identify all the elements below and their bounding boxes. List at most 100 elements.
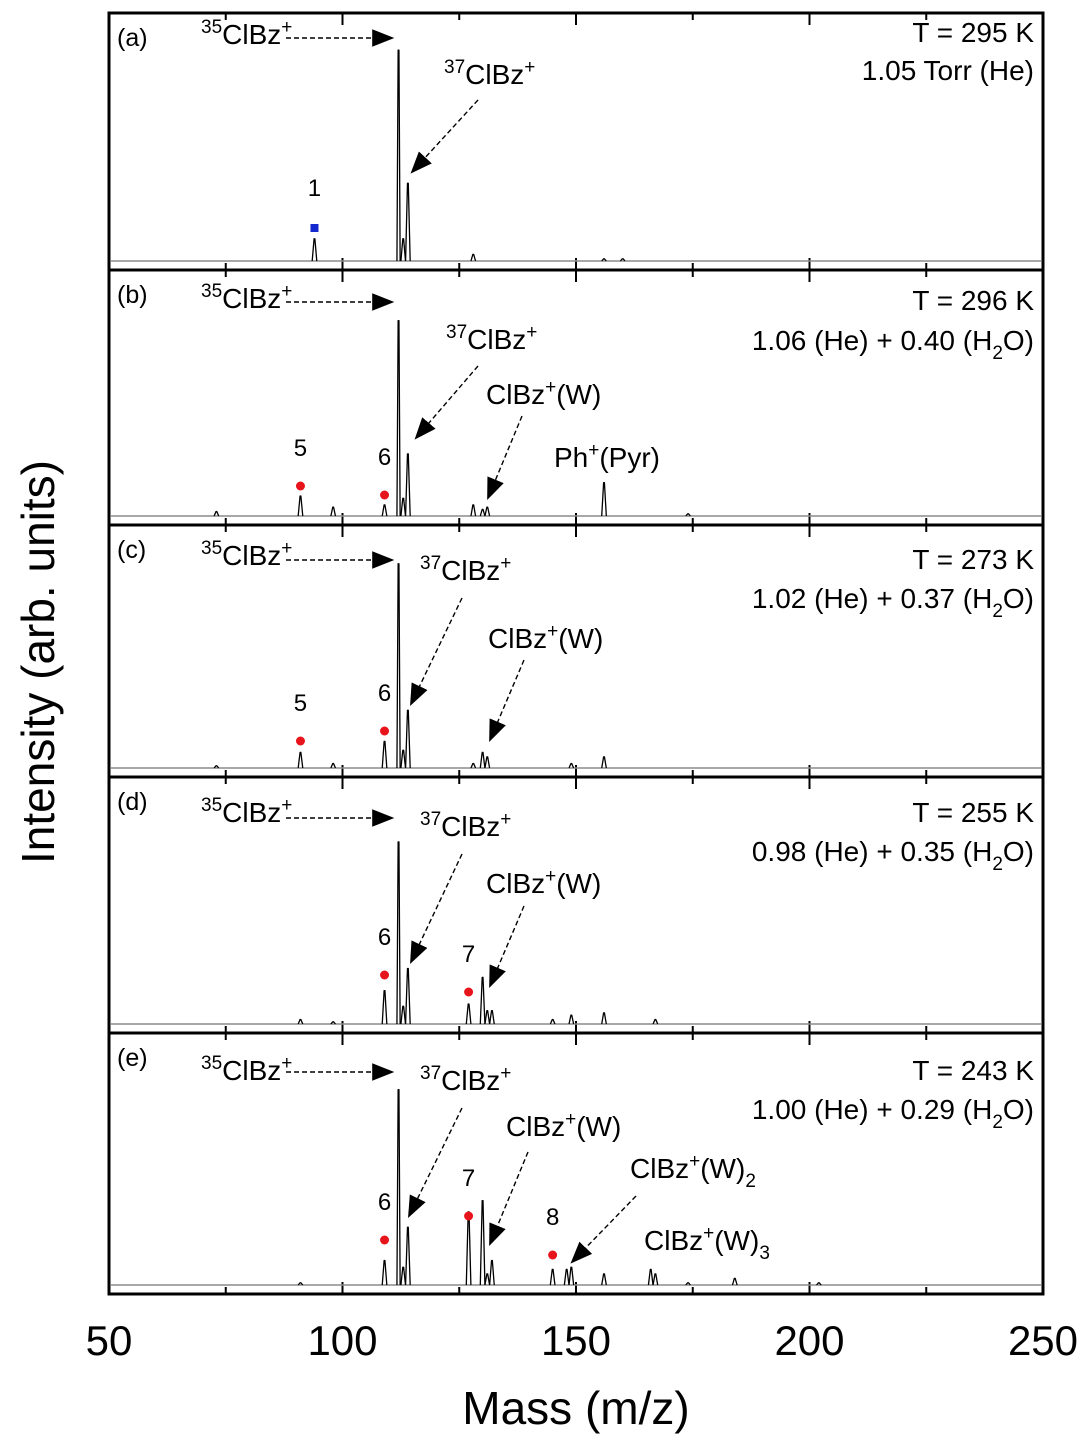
spectrum-peak xyxy=(297,1018,304,1025)
marker-square xyxy=(310,224,319,232)
marker-dot xyxy=(295,481,305,491)
spectrum-peak xyxy=(484,1273,491,1286)
spectrum-peak xyxy=(400,238,407,262)
peak-number: 1 xyxy=(308,175,321,202)
species-label: ClBz+(W)3 xyxy=(644,1223,770,1264)
spectrum-peak xyxy=(465,1003,472,1025)
panel-label: (b) xyxy=(117,281,148,309)
spectrum-panel: (c) T = 273 K 1.02 (He) + 0.37 (H2O) 35ClBz… xyxy=(107,523,1045,779)
species-label: 35ClBz+​ xyxy=(201,17,292,50)
spectrum-peak xyxy=(488,1010,495,1025)
spectrum-peak xyxy=(465,1211,472,1286)
condition-text: 0.98 (He) + 0.35 (H2O) xyxy=(752,836,1034,875)
spectrum-peak xyxy=(381,990,388,1025)
spectrum-panel: (d) T = 255 K 0.98 (He) + 0.35 (H2O) 35ClBz… xyxy=(107,775,1045,1035)
marker-dot xyxy=(464,987,474,997)
panel-label: (e) xyxy=(117,1044,148,1072)
condition-text: T = 295 K xyxy=(912,17,1034,48)
spectrum-peak xyxy=(568,762,575,769)
peak-number: 8 xyxy=(546,1204,559,1231)
spectrum-peak xyxy=(404,182,411,262)
condition-text: 1.06 (He) + 0.40 (H2O) xyxy=(752,325,1034,364)
spectrum-peak xyxy=(488,1259,495,1286)
condition-text: 1.05 Torr (He) xyxy=(862,55,1034,86)
species-label: Ph+(Pyr) xyxy=(554,440,660,473)
species-label: 35ClBz+​ xyxy=(201,281,292,314)
peak-number: 6 xyxy=(378,924,391,951)
annotation-arrow xyxy=(570,1195,637,1264)
annotation-arrow xyxy=(414,365,479,440)
panel-label: (a) xyxy=(117,24,148,52)
spectrum-peak xyxy=(652,1273,659,1286)
spectrum-peak xyxy=(330,506,337,517)
marker-dot xyxy=(295,736,305,746)
spectrum-peak xyxy=(685,513,691,517)
condition-text: 1.00 (He) + 0.29 (H2O) xyxy=(752,1094,1034,1133)
spectrum-peak xyxy=(404,1226,411,1286)
spectrum-peak xyxy=(652,1018,659,1025)
spectrum-peak xyxy=(685,1282,691,1286)
spectrum-peak xyxy=(404,453,411,517)
annotation-arrow xyxy=(408,1107,463,1218)
spectrum-peak xyxy=(381,1259,388,1286)
spectrum-peak xyxy=(568,1266,575,1286)
species-label: 37ClBz+​ xyxy=(446,322,537,355)
spectrum-peak xyxy=(601,1273,607,1286)
species-label: ClBz+(W) xyxy=(488,621,603,654)
spectrum-peak xyxy=(404,709,411,769)
spectrum-peak xyxy=(396,841,401,1025)
spectrum-peak xyxy=(381,504,388,517)
spectrum-peak xyxy=(568,1014,575,1025)
species-label: 37ClBz+​ xyxy=(420,1063,511,1096)
spectrum-peak xyxy=(601,258,607,262)
marker-dot xyxy=(380,1235,390,1245)
marker-dot xyxy=(380,970,390,980)
species-label: 37ClBz+​ xyxy=(420,809,511,842)
spectrum-peak xyxy=(601,482,607,517)
spectrum-peak xyxy=(484,756,491,769)
annotation-arrow xyxy=(410,597,463,706)
spectrum-panel: (e) T = 243 K 1.00 (He) + 0.29 (H2O) 35ClBz… xyxy=(107,1031,1045,1296)
condition-text: T = 255 K xyxy=(912,797,1034,828)
spectrum-peak xyxy=(470,504,477,517)
x-tick-label: 150 xyxy=(541,1317,611,1364)
x-tick-label: 250 xyxy=(1008,1317,1078,1364)
peak-number: 6 xyxy=(378,680,391,707)
spectrum-peak xyxy=(563,1268,570,1286)
panels-layer: (a) T = 295 K 1.05 Torr (He) 35ClBz+​ 37ClBz… xyxy=(107,11,1045,1296)
spectrum-peak xyxy=(330,762,337,769)
panel-label: (c) xyxy=(117,536,146,564)
spectrum-peak xyxy=(396,1088,401,1286)
spectrum-peak xyxy=(400,1266,407,1286)
panel-label: (d) xyxy=(117,788,148,816)
spectrum-peak xyxy=(479,1199,486,1286)
annotation-arrow xyxy=(489,1151,529,1247)
spectrum-peak xyxy=(479,751,486,769)
peak-number: 5 xyxy=(294,435,307,462)
spectrum-panel: (b) T = 296 K 1.06 (He) + 0.40 (H2O) 35ClBz… xyxy=(107,268,1045,527)
spectrum-peak xyxy=(404,967,411,1025)
spectrum-peak xyxy=(484,506,491,517)
species-label: 35ClBz+​ xyxy=(201,795,292,828)
spectrum-peak xyxy=(619,258,626,262)
spectrum-peak xyxy=(731,1277,738,1286)
spectrum-peak xyxy=(396,319,401,517)
annotation-arrow xyxy=(489,905,525,989)
annotation-arrow xyxy=(410,99,479,174)
spectrum-peak xyxy=(400,1005,407,1025)
marker-dot xyxy=(548,1250,558,1260)
marker-dot xyxy=(464,1211,474,1221)
spectrum-peak xyxy=(297,1282,304,1286)
spectrum-peak xyxy=(381,740,388,769)
condition-text: T = 296 K xyxy=(912,285,1034,316)
condition-text: T = 243 K xyxy=(912,1055,1034,1086)
species-label: 37ClBz+​ xyxy=(420,553,511,586)
species-label: ClBz+(W) xyxy=(486,866,601,899)
spectrum-peak xyxy=(311,238,318,262)
species-label: 37ClBz+​ xyxy=(444,57,535,90)
spectrum-peak xyxy=(816,1282,822,1286)
spectrum-panel: (a) T = 295 K 1.05 Torr (He) 35ClBz+​ 37ClBz… xyxy=(107,11,1045,272)
marker-dot xyxy=(380,490,390,500)
x-tick-label: 100 xyxy=(307,1317,377,1364)
spectrum-peak xyxy=(549,1268,556,1286)
